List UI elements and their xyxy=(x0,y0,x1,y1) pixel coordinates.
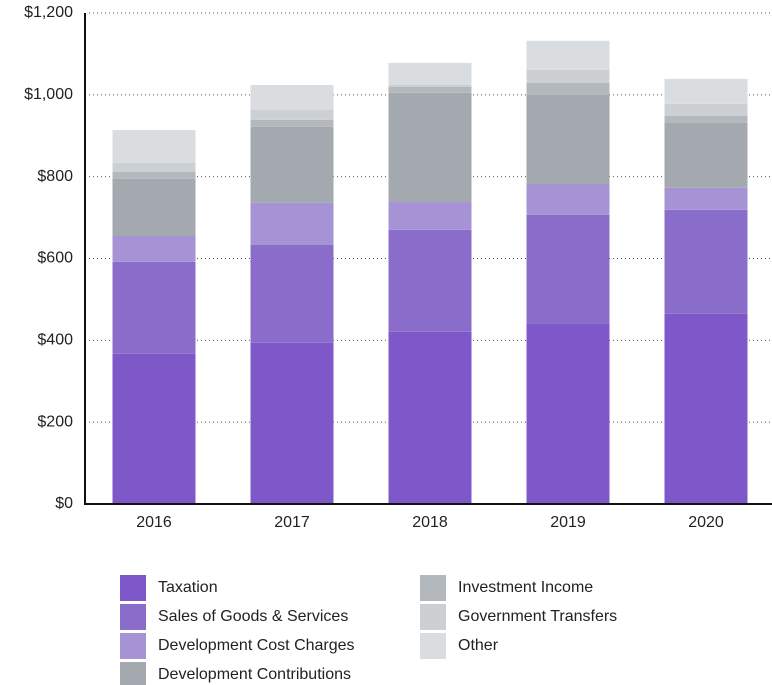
bar-segment xyxy=(112,130,196,163)
legend-swatch xyxy=(420,604,446,630)
legend-label: Development Cost Charges xyxy=(158,637,355,654)
x-tick-label: 2016 xyxy=(136,514,172,531)
bar-segment xyxy=(664,313,748,504)
x-tick-label: 2019 xyxy=(550,514,586,531)
bar-segment xyxy=(664,187,748,210)
y-tick-label: $400 xyxy=(37,332,73,349)
legend-swatch xyxy=(420,575,446,601)
bar-segment xyxy=(388,62,472,86)
legend-label: Development Contributions xyxy=(158,666,351,683)
y-tick-label: $1,000 xyxy=(24,86,73,103)
legend-label: Sales of Goods & Services xyxy=(158,608,348,625)
x-tick-label: 2017 xyxy=(274,514,310,531)
bar-segment xyxy=(112,162,196,172)
bar-segment xyxy=(526,184,610,215)
bar-segment xyxy=(388,92,472,203)
bar-segment xyxy=(664,209,748,314)
bar-segment xyxy=(112,178,196,236)
y-tick-label: $600 xyxy=(37,250,73,267)
legend-label: Taxation xyxy=(158,579,218,596)
bar-segment xyxy=(388,85,472,87)
bar-segment xyxy=(526,82,610,95)
legend-swatch xyxy=(120,575,146,601)
x-tick-label: 2020 xyxy=(688,514,724,531)
legend-swatch xyxy=(120,662,146,685)
y-tick-label: $0 xyxy=(55,495,73,512)
bar-segment xyxy=(664,103,748,116)
y-tick-label: $800 xyxy=(37,168,73,185)
bar-segment xyxy=(250,342,334,504)
legend-label: Investment Income xyxy=(458,579,593,596)
bar-segment xyxy=(388,202,472,230)
legend-swatch xyxy=(120,633,146,659)
bar-segment xyxy=(250,119,334,127)
bar-segment xyxy=(388,229,472,332)
bar-segment xyxy=(526,323,610,504)
bar-segment xyxy=(250,126,334,203)
legend-label: Other xyxy=(458,637,499,654)
bar-segment xyxy=(388,86,472,93)
bar-segment xyxy=(112,261,196,354)
bar-segment xyxy=(112,171,196,179)
legend-swatch xyxy=(420,633,446,659)
bar-segment xyxy=(664,78,748,104)
bar-segment xyxy=(526,214,610,324)
y-tick-label: $200 xyxy=(37,413,73,430)
bar-segment xyxy=(664,122,748,188)
bar-segment xyxy=(250,85,334,110)
bar-segment xyxy=(526,69,610,83)
bar-segment xyxy=(526,40,610,70)
bar-segment xyxy=(250,244,334,343)
bar-segment xyxy=(250,109,334,120)
bar-segment xyxy=(250,202,334,245)
y-tick-label: $1,200 xyxy=(24,4,73,21)
bar-segment xyxy=(388,331,472,504)
bar-segment xyxy=(112,353,196,504)
legend-label: Government Transfers xyxy=(458,608,617,625)
legend-swatch xyxy=(120,604,146,630)
bar-segment xyxy=(112,235,196,262)
bar-segment xyxy=(526,94,610,185)
x-tick-label: 2018 xyxy=(412,514,448,531)
bar-segment xyxy=(664,115,748,123)
